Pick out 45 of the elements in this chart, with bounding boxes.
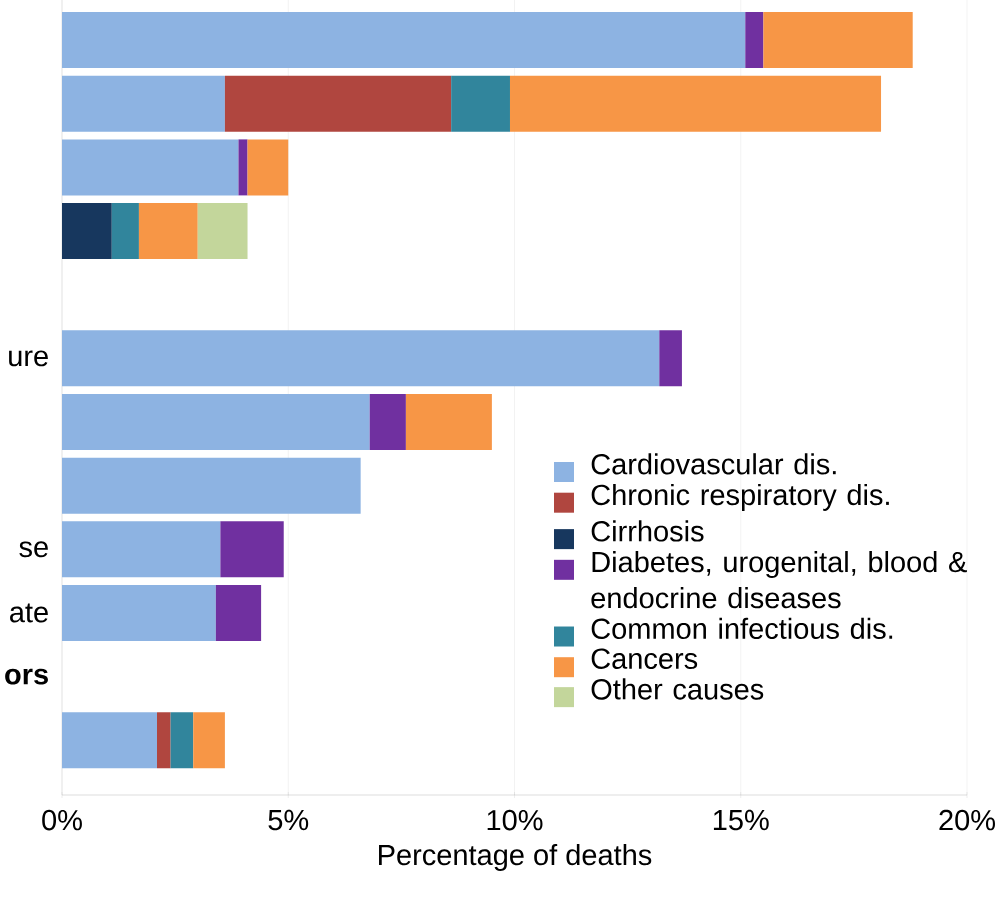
bar <box>62 584 216 641</box>
bar <box>138 203 198 260</box>
bar <box>220 521 284 578</box>
legend-label: Cardiovascular dis. <box>591 453 836 475</box>
x-tick-label: 15% <box>713 809 769 831</box>
legend-label: Cancers <box>591 648 698 669</box>
y-tick-label: se <box>19 541 48 558</box>
bar <box>62 12 746 69</box>
x-tick-label: 10% <box>487 809 543 831</box>
bar <box>369 393 406 451</box>
x-axis-title: Percentage of deaths <box>379 843 652 871</box>
bar <box>405 393 492 451</box>
legend-label: Common infectious dis. <box>591 617 893 640</box>
y-tick-label: ors <box>5 668 48 685</box>
legend-label: Cirrhosis <box>591 520 704 542</box>
bar <box>659 330 682 387</box>
bar <box>238 139 248 196</box>
bar <box>62 330 660 387</box>
bar <box>451 75 510 132</box>
bar <box>111 203 139 260</box>
bar <box>509 75 882 132</box>
bar <box>215 584 262 641</box>
x-tick-label: 0% <box>42 809 82 831</box>
bar <box>62 712 158 769</box>
bar <box>745 12 764 69</box>
bar <box>62 203 112 260</box>
bar <box>62 139 239 196</box>
x-tick-label: 5% <box>268 809 309 831</box>
y-tick-label: ate <box>10 603 48 623</box>
bar <box>62 75 225 132</box>
legend-label: Diabetes, urogenital, blood & endocrine diseases <box>591 551 967 609</box>
bar <box>193 712 225 769</box>
bar <box>224 75 452 132</box>
bar <box>62 521 221 578</box>
bar <box>763 12 913 69</box>
bar <box>170 712 194 769</box>
bar <box>197 203 248 260</box>
legend-label: Other causes <box>591 678 764 700</box>
y-tick-label: ure <box>9 350 48 367</box>
bar <box>62 393 370 451</box>
bar <box>247 139 289 196</box>
x-tick-label: 20% <box>939 809 995 831</box>
bar <box>157 712 171 769</box>
legend-label: Chronic respiratory dis. <box>591 483 889 511</box>
bar <box>62 457 361 514</box>
